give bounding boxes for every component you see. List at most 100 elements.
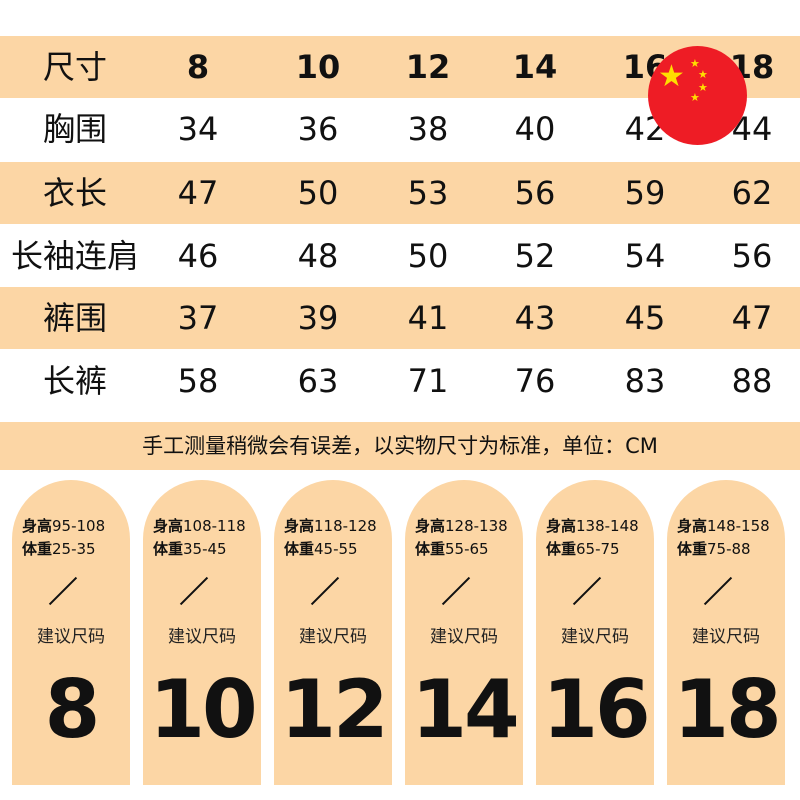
table-cell: 56 <box>731 237 773 275</box>
table-cell: 63 <box>297 362 339 400</box>
weight-value: 45-55 <box>314 540 358 558</box>
table-cell: 53 <box>407 174 449 212</box>
suggest-label: 建议尺码 <box>37 627 105 647</box>
height-label: 身高 <box>677 517 708 535</box>
height-value: 95-108 <box>52 517 106 535</box>
weight-value: 55-65 <box>445 540 489 558</box>
table-cell: 62 <box>731 174 773 212</box>
suggest-label: 建议尺码 <box>692 627 760 647</box>
table-cell: 34 <box>177 110 219 148</box>
table-cell: 43 <box>514 299 556 337</box>
row-label: 裤围 <box>42 299 108 337</box>
height-value: 118-128 <box>314 517 377 535</box>
height-label: 身高 <box>153 517 184 535</box>
suggest-label: 建议尺码 <box>561 627 629 647</box>
weight-range: 体重45-55 <box>284 538 358 559</box>
weight-label: 体重 <box>22 540 53 558</box>
table-row: 长裤 58 63 71 76 83 88 <box>0 350 800 412</box>
table-cell: 71 <box>407 362 449 400</box>
table-cell: 40 <box>514 110 556 148</box>
table-cell: 38 <box>407 110 449 148</box>
weight-range: 体重55-65 <box>415 538 489 559</box>
table-cell: 47 <box>731 299 773 337</box>
size-card: 身高138-148 体重65-75 建议尺码 16 <box>536 480 654 785</box>
table-cell: 59 <box>624 174 666 212</box>
weight-label: 体重 <box>546 540 577 558</box>
slash-divider <box>572 576 602 606</box>
height-range: 身高95-108 <box>22 515 105 536</box>
weight-value: 25-35 <box>52 540 96 558</box>
suggest-label: 建议尺码 <box>430 627 498 647</box>
suggest-label: 建议尺码 <box>299 627 367 647</box>
suggested-size: 8 <box>44 663 101 756</box>
table-cell: 46 <box>177 237 219 275</box>
table-cell: 36 <box>297 110 339 148</box>
table-cell: 41 <box>407 299 449 337</box>
height-label: 身高 <box>415 517 446 535</box>
china-flag-icon: ★ ★ ★ ★ ★ <box>648 46 747 145</box>
row-label: 衣长 <box>42 174 108 212</box>
weight-label: 体重 <box>284 540 315 558</box>
row-label: 长裤 <box>42 362 108 400</box>
table-cell: 52 <box>514 237 556 275</box>
table-row: 裤围 37 39 41 43 45 47 <box>0 287 800 349</box>
table-cell: 88 <box>731 362 773 400</box>
height-value: 138-148 <box>576 517 639 535</box>
suggested-size: 18 <box>673 663 781 756</box>
height-label: 身高 <box>22 517 53 535</box>
table-cell: 54 <box>624 237 666 275</box>
slash-divider <box>310 576 340 606</box>
height-value: 108-118 <box>183 517 246 535</box>
suggested-size: 10 <box>149 663 257 756</box>
table-cell: 37 <box>177 299 219 337</box>
height-range: 身高118-128 <box>284 515 377 536</box>
suggested-size: 12 <box>280 663 388 756</box>
height-value: 148-158 <box>707 517 770 535</box>
table-cell: 39 <box>297 299 339 337</box>
table-cell: 56 <box>514 174 556 212</box>
height-label: 身高 <box>546 517 577 535</box>
height-range: 身高108-118 <box>153 515 246 536</box>
size-card: 身高95-108 体重25-35 建议尺码 8 <box>12 480 130 785</box>
suggested-size: 14 <box>411 663 519 756</box>
table-cell: 48 <box>297 237 339 275</box>
table-cell: 10 <box>295 48 341 86</box>
weight-range: 体重25-35 <box>22 538 96 559</box>
weight-value: 65-75 <box>576 540 620 558</box>
suggested-size: 16 <box>542 663 650 756</box>
height-range: 身高148-158 <box>677 515 770 536</box>
table-cell: 50 <box>297 174 339 212</box>
table-cell: 50 <box>407 237 449 275</box>
height-label: 身高 <box>284 517 315 535</box>
suggest-label: 建议尺码 <box>168 627 236 647</box>
size-card: 身高108-118 体重35-45 建议尺码 10 <box>143 480 261 785</box>
table-cell: 12 <box>405 48 451 86</box>
table-row: 长袖连肩 46 48 50 52 54 56 <box>0 225 800 287</box>
table-cell: 47 <box>177 174 219 212</box>
table-cell: 8 <box>186 48 210 86</box>
slash-divider <box>703 576 733 606</box>
row-label: 尺寸 <box>42 48 108 86</box>
row-label: 长袖连肩 <box>10 237 140 275</box>
weight-label: 体重 <box>415 540 446 558</box>
measurement-note: 手工测量稍微会有误差，以实物尺寸为标准，单位：CM <box>0 422 800 470</box>
weight-value: 35-45 <box>183 540 227 558</box>
row-label: 胸围 <box>42 110 108 148</box>
weight-range: 体重75-88 <box>677 538 751 559</box>
table-cell: 58 <box>177 362 219 400</box>
weight-value: 75-88 <box>707 540 751 558</box>
table-cell: 76 <box>514 362 556 400</box>
table-cell: 45 <box>624 299 666 337</box>
table-row: 衣长 47 50 53 56 59 62 <box>0 162 800 224</box>
height-range: 身高138-148 <box>546 515 639 536</box>
slash-divider <box>48 576 78 606</box>
height-value: 128-138 <box>445 517 508 535</box>
size-card: 身高148-158 体重75-88 建议尺码 18 <box>667 480 785 785</box>
size-card: 身高128-138 体重55-65 建议尺码 14 <box>405 480 523 785</box>
slash-divider <box>179 576 209 606</box>
table-cell: 83 <box>624 362 666 400</box>
size-card: 身高118-128 体重45-55 建议尺码 12 <box>274 480 392 785</box>
weight-label: 体重 <box>153 540 184 558</box>
weight-range: 体重35-45 <box>153 538 227 559</box>
height-range: 身高128-138 <box>415 515 508 536</box>
